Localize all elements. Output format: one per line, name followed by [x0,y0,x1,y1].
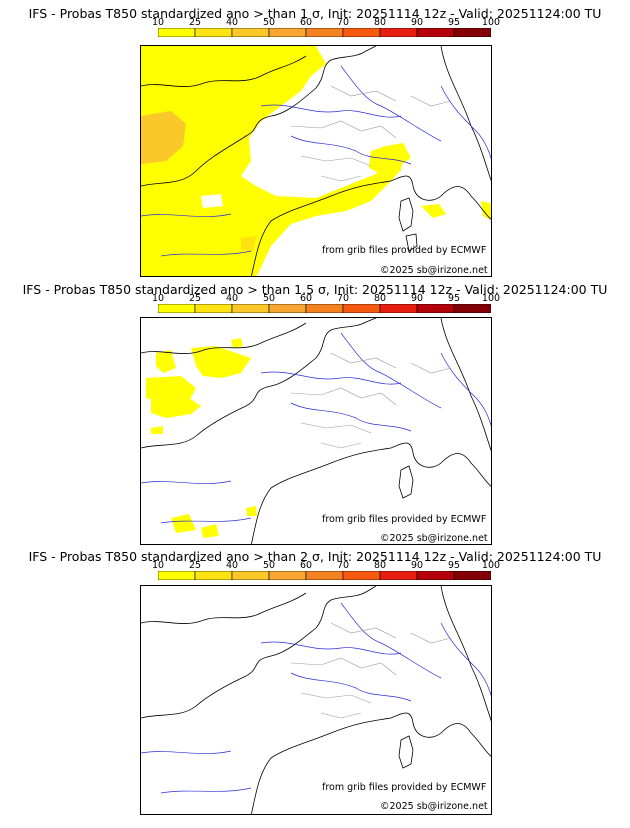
colorbar [158,28,491,37]
prob-shade-area [156,350,176,373]
prob-shade-area [141,231,221,276]
colorbar-segment [268,28,307,37]
colorbar-labels: 10 25 40 50 60 70 80 90 95 100 [152,17,500,28]
prob-shade-area [481,201,491,220]
map-canvas [141,318,491,544]
copyright-credit: ©2025 sb@irizone.net [380,533,488,544]
colorbar-segment [453,304,491,313]
colorbar-tick-label: 60 [299,560,313,571]
colorbar [158,571,491,580]
colorbar-tick-label: 25 [188,293,202,304]
prob-shade-area [191,346,251,378]
colorbar-tick-label: 10 [151,560,165,571]
copyright-credit: ©2025 sb@irizone.net [380,265,488,276]
panel-title: IFS - Probas T850 standardized ano > tha… [22,282,608,297]
panel-sigma-2: IFS - Probas T850 standardized ano > tha… [0,542,630,815]
colorbar-tick-label: 80 [373,293,387,304]
prob-shade-area [231,338,243,348]
colorbar-segment [194,571,233,580]
colorbar-segment [305,571,344,580]
colorbar-segment [342,304,381,313]
source-credit: from grib files provided by ECMWF [322,514,487,525]
colorbar-tick-label: 95 [447,293,461,304]
colorbar-tick-label: 100 [481,293,501,304]
colorbar-segment [231,571,270,580]
prob-shade-area [141,46,406,276]
probability-map [140,317,492,545]
colorbar [158,304,491,313]
map-canvas [141,586,491,814]
prob-shade-area [141,111,186,164]
probability-map [140,45,492,277]
colorbar-tick-label: 50 [262,17,276,28]
colorbar-segment [194,304,233,313]
colorbar-tick-label: 10 [151,17,165,28]
colorbar-segment [305,28,344,37]
copyright-credit: ©2025 sb@irizone.net [380,801,488,812]
colorbar-segment [158,304,196,313]
prob-shade-area [421,204,446,218]
source-credit: from grib files provided by ECMWF [322,782,487,793]
colorbar-tick-label: 90 [410,560,424,571]
prob-shade-area [241,236,256,251]
colorbar-segment [379,571,418,580]
colorbar-tick-label: 70 [336,560,350,571]
panel-sigma-1: IFS - Probas T850 standardized ano > tha… [0,0,630,277]
colorbar-segment [453,28,491,37]
prob-shade-area [171,514,196,533]
colorbar-tick-label: 80 [373,17,387,28]
colorbar-segment [379,28,418,37]
source-credit: from grib files provided by ECMWF [322,245,487,256]
prob-shade-area [151,426,163,434]
colorbar-segment [194,28,233,37]
colorbar-segment [342,28,381,37]
panel-sigma-1-5: IFS - Probas T850 standardized ano > tha… [0,272,630,545]
colorbar-tick-label: 60 [299,293,313,304]
colorbar-tick-label: 95 [447,560,461,571]
colorbar-segment [416,304,455,313]
colorbar-segment [305,304,344,313]
prob-shade-area [369,143,411,174]
panel-title: IFS - Probas T850 standardized ano > tha… [28,549,602,564]
colorbar-tick-label: 70 [336,17,350,28]
colorbar-tick-label: 25 [188,17,202,28]
colorbar-tick-label: 100 [481,560,501,571]
colorbar-labels: 10 25 40 50 60 70 80 90 95 100 [152,560,500,571]
colorbar-segment [268,304,307,313]
colorbar-segment [231,28,270,37]
colorbar-tick-label: 95 [447,17,461,28]
colorbar-tick-label: 50 [262,293,276,304]
colorbar-tick-label: 25 [188,560,202,571]
colorbar-tick-label: 60 [299,17,313,28]
colorbar-segment [158,571,196,580]
panel-title: IFS - Probas T850 standardized ano > tha… [28,6,602,21]
probability-map [140,585,492,815]
colorbar-segment [416,28,455,37]
colorbar-segment [158,28,196,37]
colorbar-tick-label: 90 [410,17,424,28]
colorbar-tick-label: 50 [262,560,276,571]
colorbar-tick-label: 40 [225,17,239,28]
prob-shade-area [246,506,257,516]
colorbar-segment [231,304,270,313]
colorbar-tick-label: 40 [225,293,239,304]
colorbar-tick-label: 90 [410,293,424,304]
colorbar-labels: 10 25 40 50 60 70 80 90 95 100 [152,293,500,304]
colorbar-segment [379,304,418,313]
prob-shade-area [201,524,219,538]
prob-shade-area [151,396,201,418]
colorbar-tick-label: 100 [481,17,501,28]
colorbar-tick-label: 80 [373,560,387,571]
colorbar-tick-label: 70 [336,293,350,304]
map-canvas [141,46,491,276]
colorbar-tick-label: 10 [151,293,165,304]
colorbar-tick-label: 40 [225,560,239,571]
colorbar-segment [342,571,381,580]
colorbar-segment [416,571,455,580]
colorbar-segment [268,571,307,580]
colorbar-segment [453,571,491,580]
